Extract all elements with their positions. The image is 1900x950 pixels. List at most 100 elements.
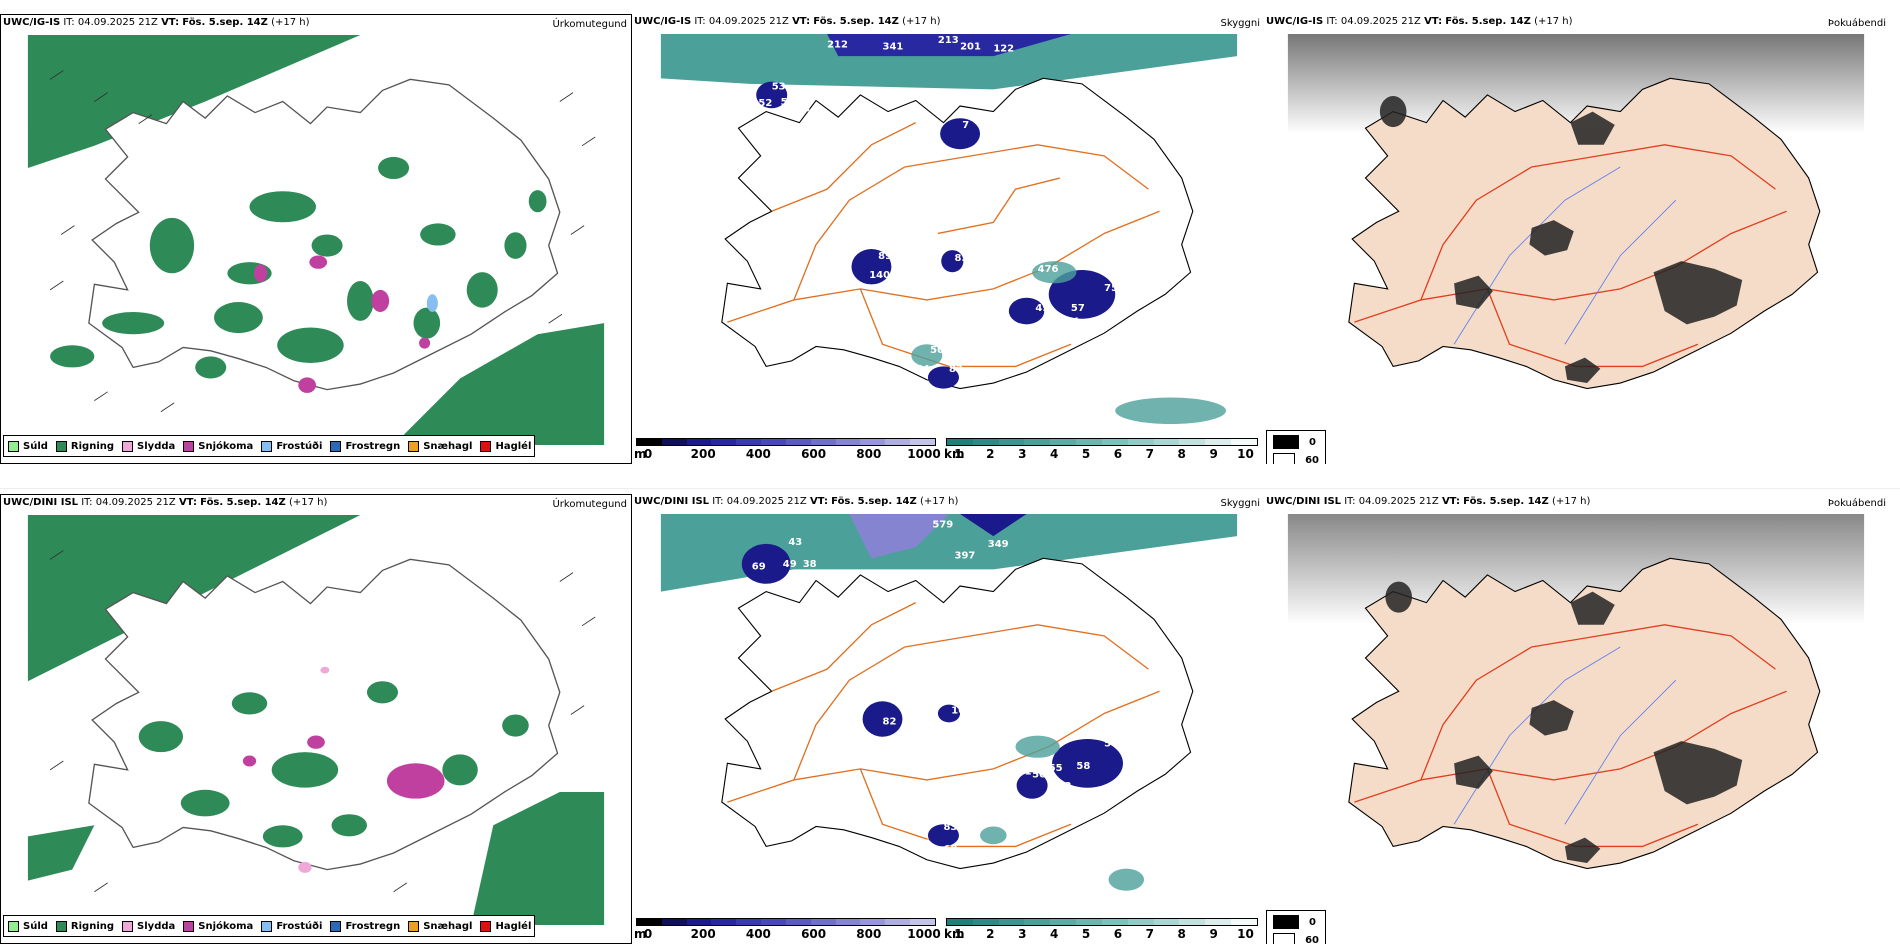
legend-swatch xyxy=(408,920,420,932)
cloudbase-value-label: 38 xyxy=(803,559,817,570)
legend-item: Snæhagl xyxy=(408,440,472,452)
legend-label: Rigning xyxy=(70,920,115,932)
legend-swatch xyxy=(480,440,492,452)
colorbar-cell xyxy=(661,919,687,925)
colorbar-cell xyxy=(1179,919,1206,925)
colorbar-cell xyxy=(761,919,786,925)
panel-title: Þokuábendi xyxy=(1827,498,1886,509)
cloudbase-visibility-panel-bottom: UWC/DINI ISL IT: 04.09.2025 21Z VT: Fös.… xyxy=(634,494,1264,944)
legend-swatch xyxy=(122,920,134,932)
colorbar-unit: m xyxy=(634,447,647,461)
cloudbase-value-label: 164 xyxy=(951,705,972,716)
colorbar-cell xyxy=(686,919,712,925)
precip-map xyxy=(27,35,605,445)
colorbar-cell xyxy=(711,919,737,925)
cloudbase-value-label: 58 xyxy=(1076,761,1090,772)
fog-map xyxy=(1287,34,1865,390)
colorbar-cell xyxy=(1101,919,1128,925)
fog-label: 60 xyxy=(1305,454,1319,465)
colorbar-cell xyxy=(972,919,999,925)
colorbar-cell xyxy=(1127,919,1154,925)
cloudbase-value-label: 70 xyxy=(1115,268,1129,279)
colorbar-tick: 9 xyxy=(1209,447,1218,461)
legend-swatch xyxy=(183,440,195,452)
cloudbase-value-label: 397 xyxy=(955,550,976,561)
colorbar-cell xyxy=(711,439,737,445)
legend-item: Slydda xyxy=(122,440,175,452)
colorbar-cell xyxy=(947,439,973,445)
legend-label: Haglél xyxy=(495,440,532,452)
cloudbase-value-label: 69 xyxy=(752,561,766,572)
colorbar-cell xyxy=(1205,919,1232,925)
legend-label: Frostregn xyxy=(345,440,401,452)
panel-header: UWC/DINI ISL IT: 04.09.2025 21Z VT: Fös.… xyxy=(3,497,328,508)
legend-label: Snjókoma xyxy=(198,920,254,932)
cloudbase-colorbar: 0 200 400 600 800 1000 m xyxy=(634,438,941,464)
legend-label: Súld xyxy=(23,440,48,452)
cloudbase-value-label: 44 xyxy=(916,364,930,375)
colorbar-cell xyxy=(1024,919,1051,925)
cloudbase-value-label: 61 xyxy=(1018,766,1032,777)
colorbar-tick: 6 xyxy=(1113,447,1123,461)
fog-legend-item: 60 xyxy=(1267,929,1325,944)
cloudbase-value-label: 212 xyxy=(827,39,848,50)
panel-header: UWC/IG-IS IT: 04.09.2025 21Z VT: Fös. 5.… xyxy=(634,16,941,27)
colorbar-tick: 5 xyxy=(1081,927,1091,941)
fog-legend: 0 60 xyxy=(1266,430,1326,464)
colorbar-tick: 2 xyxy=(986,447,995,461)
panel-title: Úrkomutegund xyxy=(552,499,627,510)
panel-title: Þokuábendi xyxy=(1827,18,1886,29)
colorbar-tick: 7 xyxy=(1145,447,1155,461)
fog-indicator-panel-top: UWC/IG-IS IT: 04.09.2025 21Z VT: Fös. 5.… xyxy=(1266,14,1900,464)
colorbar-cell xyxy=(785,439,811,445)
row-separator xyxy=(0,488,1900,489)
legend-item: Frostúði xyxy=(261,440,322,452)
legend-swatch xyxy=(55,920,67,932)
legend-label: Rigning xyxy=(70,440,115,452)
legend-item: Snjókoma xyxy=(183,440,254,452)
colorbar-cell xyxy=(947,919,973,925)
cloudbase-value-label: 685 xyxy=(927,572,948,583)
colorbar-cell xyxy=(972,439,999,445)
legend-item: Rigning xyxy=(55,440,115,452)
legend-item: Frostregn xyxy=(330,920,400,932)
colorbar-cell xyxy=(885,439,911,445)
colorbar-tick: 400 xyxy=(745,927,771,941)
cloudbase-value-label: 75 xyxy=(1104,283,1118,294)
cloudbase-value-label: 68 xyxy=(943,844,957,855)
colorbar-cell xyxy=(1050,439,1077,445)
legend-item: Frostregn xyxy=(330,440,401,452)
panel-header: UWC/IG-IS IT: 04.09.2025 21Z VT: Fös. 5.… xyxy=(3,17,310,28)
cloudbase-value-label: 579 xyxy=(932,519,953,530)
legend-label: Snjókoma xyxy=(198,440,254,452)
colorbar-unit: m xyxy=(634,927,647,941)
legend-item: Rigning xyxy=(55,920,115,932)
legend-label: Frostúði xyxy=(276,920,323,932)
cloudbase-value-label: 7 xyxy=(962,120,969,131)
legend-swatch xyxy=(330,440,342,452)
fog-legend-item: 0 xyxy=(1267,431,1325,449)
fog-label: 60 xyxy=(1305,934,1319,945)
cloudbase-value-label: 349 xyxy=(988,539,1009,550)
legend-swatch xyxy=(261,920,273,932)
fog-swatch xyxy=(1273,453,1296,464)
precip-legend: Súld Rigning Slydda Snjókoma Frostúði Frostre… xyxy=(3,435,535,457)
colorbar-cell xyxy=(1024,439,1051,445)
colorbar-cell xyxy=(785,919,811,925)
colorbar-cell xyxy=(1179,439,1206,445)
colorbar-cell xyxy=(860,919,886,925)
panel-header: UWC/DINI ISL IT: 04.09.2025 21Z VT: Fös.… xyxy=(1266,496,1591,507)
visibility-colorbar: 1 2 3 4 5 6 7 8 9 10 km xyxy=(944,918,1258,944)
cloudbase-value-label: 70 xyxy=(943,722,957,733)
fog-legend-item: 0 xyxy=(1267,911,1325,929)
colorbar-tick: 0 xyxy=(643,447,653,461)
panel-title: Úrkomutegund xyxy=(552,19,627,30)
cloudbase-value-label: 83 xyxy=(943,822,957,833)
colorbar-tick: 400 xyxy=(745,447,771,461)
colorbar-cell xyxy=(998,439,1025,445)
colorbar-cell xyxy=(1127,439,1154,445)
colorbar-cell xyxy=(860,439,886,445)
fog-swatch xyxy=(1273,435,1299,449)
cloudbase-value-label: 140 xyxy=(869,270,890,281)
